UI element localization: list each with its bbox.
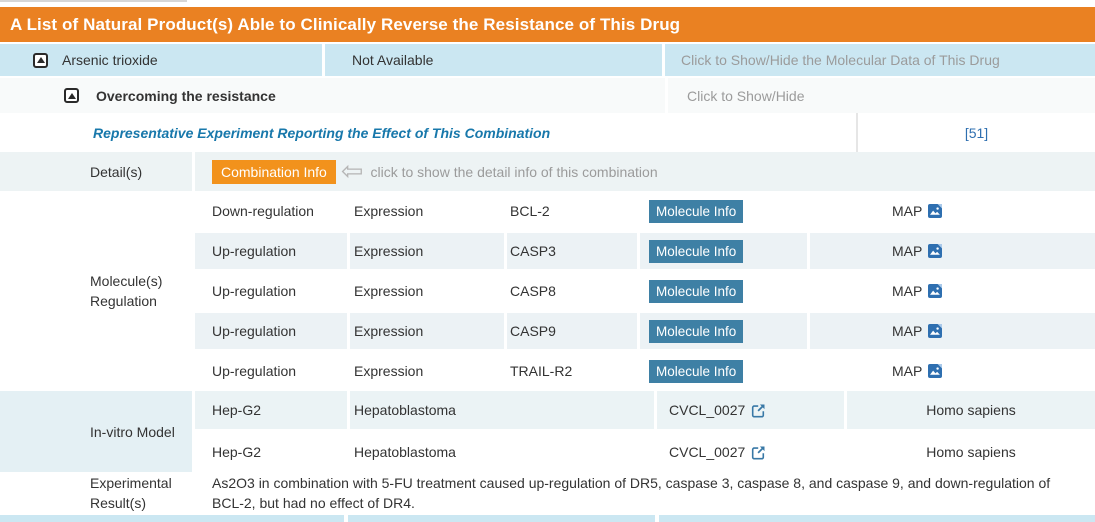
reference-link[interactable]: [51] <box>964 124 989 141</box>
image-file-icon <box>928 204 943 218</box>
drug-availability: Not Available <box>352 52 434 68</box>
molecule-row: Up-regulation Expression CASP8 Molecule … <box>195 271 1095 311</box>
image-file-icon <box>928 244 943 258</box>
top-edge-artifact <box>0 0 187 2</box>
cell-line: Hep-G2 <box>212 444 262 460</box>
molecule-name: TRAIL-R2 <box>510 363 573 379</box>
disease: Hepatoblastoma <box>354 444 456 460</box>
species: Homo sapiens <box>926 444 1016 460</box>
external-link-icon[interactable] <box>751 403 766 418</box>
molecule-info-button[interactable]: Molecule Info <box>649 279 744 303</box>
toggle-molecular-data-link[interactable]: Click to Show/Hide the Molecular Data of… <box>681 52 1000 68</box>
map-link[interactable]: MAP <box>892 203 943 219</box>
regulation-direction: Up-regulation <box>212 243 297 259</box>
cellosaurus-link[interactable]: CVCL_0027 <box>669 444 746 460</box>
molecule-row: Up-regulation Expression CASP9 Molecule … <box>195 311 1095 351</box>
molecule-row: Down-regulation Expression BCL-2 Molecul… <box>195 191 1095 231</box>
regulation-type: Expression <box>354 203 424 219</box>
experimental-label: Experimental Result(s) <box>90 474 172 511</box>
experimental-text: As2O3 in combination with 5-FU treatment… <box>212 474 1051 511</box>
image-file-icon <box>928 364 943 378</box>
image-file-icon <box>928 284 943 298</box>
experimental-row: Experimental Result(s) As2O3 in combinat… <box>0 472 1095 513</box>
disease: Hepatoblastoma <box>354 402 456 418</box>
image-file-icon <box>928 324 943 338</box>
invitro-row: Hep-G2 Hepatoblastoma CVCL_0027 Homo sap… <box>195 391 1095 432</box>
left-arrow-icon: ⇦ <box>340 156 364 187</box>
cell-line: Hep-G2 <box>212 402 262 418</box>
expand-collapse-icon[interactable] <box>33 52 48 68</box>
map-link[interactable]: MAP <box>892 323 943 339</box>
next-row-partial <box>0 515 1095 522</box>
species: Homo sapiens <box>926 402 1016 418</box>
overcoming-row: Overcoming the resistance Click to Show/… <box>0 78 1095 113</box>
regulation-direction: Up-regulation <box>212 363 297 379</box>
expand-collapse-icon[interactable] <box>64 88 79 103</box>
representative-row: Representative Experiment Reporting the … <box>0 113 1095 152</box>
molecule-name: CASP9 <box>510 323 556 339</box>
regulation-direction: Up-regulation <box>212 283 297 299</box>
molecule-regulation-section: Molecule(s) Regulation Down-regulation E… <box>0 191 1095 391</box>
regulation-type: Expression <box>354 323 424 339</box>
molecule-row: Up-regulation Expression CASP3 Molecule … <box>195 231 1095 271</box>
toggle-show-hide-link[interactable]: Click to Show/Hide <box>687 87 805 104</box>
molecule-name: BCL-2 <box>510 203 550 219</box>
map-link[interactable]: MAP <box>892 243 943 259</box>
invitro-label: In-vitro Model <box>90 423 175 440</box>
molecule-name: CASP3 <box>510 243 556 259</box>
invitro-row: Hep-G2 Hepatoblastoma CVCL_0027 Homo sap… <box>195 432 1095 472</box>
molecule-info-button[interactable]: Molecule Info <box>649 359 744 383</box>
molecule-row: Up-regulation Expression TRAIL-R2 Molecu… <box>195 351 1095 391</box>
molecule-info-button[interactable]: Molecule Info <box>649 239 744 263</box>
molecule-regulation-label: Molecule(s) Regulation <box>90 273 163 309</box>
drug-name: Arsenic trioxide <box>62 52 158 68</box>
molecule-info-button[interactable]: Molecule Info <box>649 319 744 343</box>
invitro-section: In-vitro Model Hep-G2 Hepatoblastoma CVC… <box>0 391 1095 472</box>
map-link[interactable]: MAP <box>892 283 943 299</box>
regulation-type: Expression <box>354 283 424 299</box>
regulation-type: Expression <box>354 243 424 259</box>
drug-row: Arsenic trioxide Not Available Click to … <box>0 44 1095 78</box>
cellosaurus-link[interactable]: CVCL_0027 <box>669 402 746 418</box>
external-link-icon[interactable] <box>751 445 766 460</box>
regulation-direction: Down-regulation <box>212 203 314 219</box>
representative-heading: Representative Experiment Reporting the … <box>93 124 551 141</box>
section-header: A List of Natural Product(s) Able to Cli… <box>0 7 1095 42</box>
map-link[interactable]: MAP <box>892 363 943 379</box>
details-row: Detail(s) Combination Info ⇦ click to sh… <box>0 152 1095 191</box>
overcoming-label: Overcoming the resistance <box>96 87 276 104</box>
molecule-name: CASP8 <box>510 283 556 299</box>
details-label: Detail(s) <box>90 163 143 180</box>
section-title: A List of Natural Product(s) Able to Cli… <box>10 14 681 34</box>
molecule-info-button[interactable]: Molecule Info <box>649 199 744 223</box>
details-hint: click to show the detail info of this co… <box>370 163 658 180</box>
regulation-type: Expression <box>354 363 424 379</box>
combination-info-button[interactable]: Combination Info <box>212 159 336 184</box>
regulation-direction: Up-regulation <box>212 323 297 339</box>
